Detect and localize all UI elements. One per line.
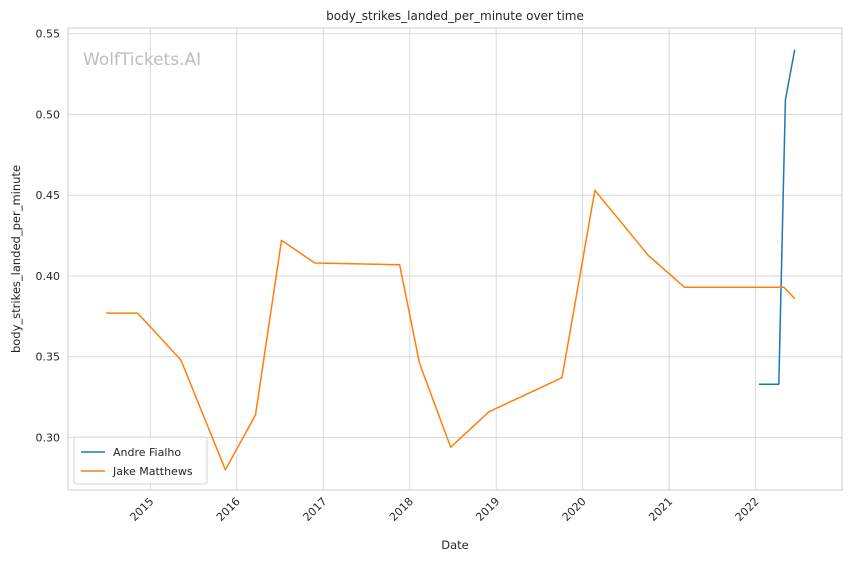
legend: Andre Fialho Jake Matthews [73, 436, 208, 485]
series-lines [106, 49, 796, 471]
x-tick-label: 2020 [560, 495, 589, 524]
x-axis-label: Date [441, 538, 469, 552]
y-tick-label: 0.35 [36, 351, 61, 364]
y-tick-label: 0.30 [36, 432, 61, 445]
x-tick-label: 2018 [387, 495, 416, 524]
legend-label-andre-fialho: Andre Fialho [113, 446, 181, 459]
series-line-andre-fialho [758, 49, 796, 385]
x-tick-label: 2022 [733, 495, 762, 524]
y-axis-ticks: 0.30 0.35 0.40 0.45 0.50 0.55 [36, 28, 61, 445]
y-axis-label: body_strikes_landed_per_minute [9, 165, 23, 353]
x-tick-label: 2017 [301, 495, 330, 524]
y-tick-label: 0.55 [36, 28, 61, 41]
x-tick-label: 2019 [473, 495, 502, 524]
watermark: WolfTickets.AI [83, 50, 201, 70]
chart-title: body_strikes_landed_per_minute over time [326, 9, 584, 23]
legend-label-jake-matthews: Jake Matthews [112, 465, 193, 478]
legend-box [73, 436, 208, 485]
plot-area [67, 27, 843, 491]
x-tick-label: 2015 [128, 495, 157, 524]
x-tick-label: 2016 [214, 495, 243, 524]
y-tick-label: 0.45 [36, 189, 61, 202]
x-axis-ticks: 2015 2016 2017 2018 2019 2020 2021 2022 [128, 495, 762, 524]
y-tick-label: 0.50 [36, 108, 61, 121]
series-line-jake-matthews [106, 189, 796, 471]
x-tick-label: 2021 [646, 495, 675, 524]
y-tick-label: 0.40 [36, 270, 61, 283]
